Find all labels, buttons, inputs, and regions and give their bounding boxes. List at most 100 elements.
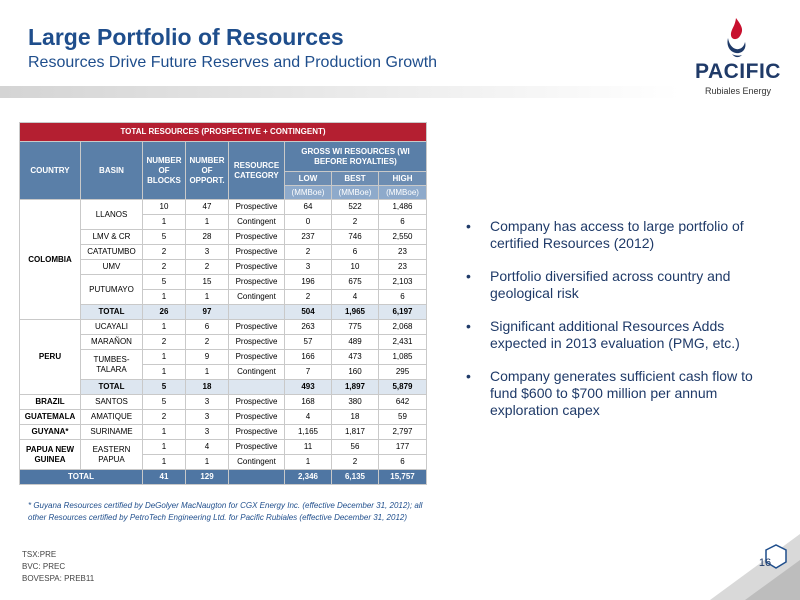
opport-cell: 4 <box>185 439 229 455</box>
logo-tagline: Rubiales Energy <box>704 86 772 96</box>
col-header-best: BEST <box>331 171 379 186</box>
table-row: TUMBES-TALARA 1 9 Prospective 166 473 1,… <box>20 349 428 380</box>
blocks-cell: 26 <box>142 304 186 320</box>
best-cell: 6,135 <box>331 469 379 485</box>
blocks-cell: 1 <box>142 364 186 380</box>
blocks-cell: 1 <box>142 289 186 305</box>
unit-best: (MMBoe) <box>331 185 379 200</box>
category-cell <box>228 469 285 485</box>
page-number: 16 <box>758 557 772 569</box>
opport-cell: 15 <box>185 274 229 290</box>
basin-cell: TOTAL <box>80 304 143 320</box>
table-row: 1 1 Contingent 2 4 6 <box>20 289 428 305</box>
country-cell: PAPUA NEW GUINEA <box>19 439 81 470</box>
bullet-item: • Portfolio diversified across country an… <box>466 268 776 302</box>
low-cell: 263 <box>284 319 332 335</box>
opport-cell: 1 <box>185 454 229 470</box>
country-cell: PERU <box>19 319 81 395</box>
table-row: COLOMBIA LLANOS 10 47 Prospective 64 522… <box>19 199 428 320</box>
bullet-marker: • <box>466 368 471 384</box>
blocks-cell: 5 <box>142 394 186 410</box>
basin-cell: AMATIQUE <box>80 409 143 425</box>
subtotal-row: TOTAL 5 18 493 1,897 5,879 <box>20 379 428 395</box>
opport-cell: 47 <box>185 199 229 215</box>
opport-cell: 1 <box>185 289 229 305</box>
table-row: PUTUMAYO 5 15 Prospective 196 675 2,103 <box>20 274 428 305</box>
best-cell: 2 <box>331 454 379 470</box>
company-logo: PACIFIC Rubiales Energy <box>688 14 788 106</box>
col-header-opportunities: NUMBER OF OPPORT. <box>185 141 229 200</box>
category-cell: Prospective <box>228 394 285 410</box>
best-cell: 675 <box>331 274 379 290</box>
col-header-blocks: NUMBER OF BLOCKS <box>142 141 186 200</box>
table-row: PERU UCAYALI 1 6 Prospective 263 775 2,0… <box>19 319 428 395</box>
blocks-cell: 1 <box>142 424 186 440</box>
low-cell: 196 <box>284 274 332 290</box>
table-row: LMV & CR 5 28 Prospective 237 746 2,550 <box>20 229 428 245</box>
basin-cell: LLANOS <box>80 199 143 230</box>
bullet-text: Significant additional Resources Adds ex… <box>490 318 740 351</box>
best-cell: 2 <box>331 214 379 230</box>
basin-cell: SURINAME <box>80 424 143 440</box>
category-cell: Prospective <box>228 259 285 275</box>
blocks-cell: 2 <box>142 334 186 350</box>
category-cell: Prospective <box>228 319 285 335</box>
best-cell: 160 <box>331 364 379 380</box>
blocks-cell: 2 <box>142 409 186 425</box>
basin-cell: UCAYALI <box>80 319 143 335</box>
basin-cell: EASTERN PAPUA <box>80 439 143 470</box>
bullet-marker: • <box>466 268 471 284</box>
opport-cell: 2 <box>185 334 229 350</box>
bullet-marker: • <box>466 318 471 334</box>
low-cell: 0 <box>284 214 332 230</box>
low-cell: 7 <box>284 364 332 380</box>
bullet-marker: • <box>466 218 471 234</box>
bullet-item: • Company has access to large portfolio o… <box>466 218 776 252</box>
high-cell: 2,068 <box>377 319 428 335</box>
table-row: UMV 2 2 Prospective 3 10 23 <box>20 259 428 275</box>
opport-cell: 3 <box>185 244 229 260</box>
category-cell: Prospective <box>228 199 285 215</box>
category-cell: Prospective <box>228 274 285 290</box>
low-cell: 1,165 <box>284 424 332 440</box>
best-cell: 56 <box>331 439 379 455</box>
best-cell: 1,965 <box>331 304 379 320</box>
opport-cell: 28 <box>185 229 229 245</box>
key-points-list: • Company has access to large portfolio o… <box>466 218 776 435</box>
subtotal-row: TOTAL 26 97 504 1,965 6,197 <box>20 304 428 320</box>
page-title: Large Portfolio of Resources <box>28 24 344 50</box>
blocks-cell: 2 <box>142 259 186 275</box>
low-cell: 4 <box>284 409 332 425</box>
blocks-cell: 1 <box>142 439 186 455</box>
category-cell <box>228 379 285 395</box>
best-cell: 6 <box>331 244 379 260</box>
high-cell: 6 <box>377 289 428 305</box>
basin-cell: TUMBES-TALARA <box>80 349 143 380</box>
low-cell: 2,346 <box>284 469 332 485</box>
country-cell: GUATEMALA <box>19 409 81 425</box>
category-cell: Contingent <box>228 214 285 230</box>
grand-total-row: TOTAL 41 129 2,346 6,135 15,757 <box>19 469 428 485</box>
blocks-cell: 5 <box>142 379 186 395</box>
low-cell: 11 <box>284 439 332 455</box>
high-cell: 177 <box>377 439 428 455</box>
best-cell: 473 <box>331 349 379 365</box>
col-header-gross: GROSS WI RESOURCES (WI BEFORE ROYALTIES) <box>283 141 428 172</box>
country-cell: GUYANA* <box>19 424 81 440</box>
col-header-low: LOW <box>284 171 332 186</box>
ticker-bovespa: BOVESPA: PREB11 <box>22 574 95 583</box>
category-cell: Contingent <box>228 364 285 380</box>
low-cell: 504 <box>284 304 332 320</box>
high-cell: 5,879 <box>377 379 428 395</box>
unit-low: (MMBoe) <box>284 185 332 200</box>
stock-tickers: TSX:PRE BVC: PREC BOVESPA: PREB11 <box>22 549 94 585</box>
bullet-text: Company has access to large portfolio of… <box>490 218 744 251</box>
basin-cell: TOTAL <box>80 379 143 395</box>
high-cell: 642 <box>377 394 428 410</box>
ticker-bvc: BVC: PREC <box>22 562 66 571</box>
category-cell: Prospective <box>228 334 285 350</box>
high-cell: 2,550 <box>377 229 428 245</box>
blocks-cell: 1 <box>142 214 186 230</box>
best-cell: 380 <box>331 394 379 410</box>
high-cell: 1,085 <box>377 349 428 365</box>
